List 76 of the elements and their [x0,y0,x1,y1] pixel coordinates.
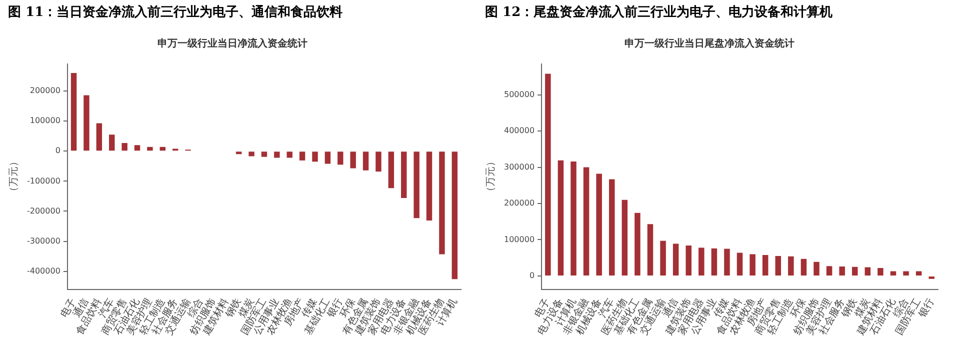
bar [286,152,292,158]
chart-subtitle: 申万一级行业当日尾盘净流入资金统计 [624,38,794,50]
bar [545,74,551,276]
bar [134,145,140,151]
bar [596,174,602,276]
chart-subtitle: 申万一级行业当日净流入资金统计 [158,38,308,50]
bar [672,244,679,276]
bar [622,200,628,276]
bar [439,152,445,254]
bar [570,161,576,276]
bar [864,267,871,276]
y-tick-label: -100000 [26,176,60,186]
bar [750,254,756,276]
y-tick-label: 100000 [504,234,535,244]
bar [122,143,128,151]
y-axis-title: （万元） [8,156,20,197]
bar [248,152,254,156]
y-tick-label: -200000 [26,206,60,216]
y-tick-label: -300000 [26,236,60,246]
bar [401,152,407,198]
bar [686,246,692,276]
bar [96,123,102,151]
bar [826,266,832,276]
bar [852,266,858,276]
y-tick-label: -400000 [26,266,60,276]
bar [388,152,394,188]
y-tick-label: 100000 [30,116,60,126]
bar [634,212,640,276]
bar [274,152,280,158]
y-axis-title: （万元） [486,156,497,197]
bar [800,258,807,276]
bar [928,276,934,279]
bar [916,271,922,276]
bar [647,224,654,276]
bar [609,179,615,276]
bar [452,152,458,280]
bar [890,271,896,276]
y-tick-label: 200000 [504,198,535,208]
bar [814,262,820,276]
y-tick-label: 0 [55,146,60,156]
bar [160,146,166,151]
bar [236,152,242,154]
bar [414,152,420,218]
bar [350,152,356,168]
bar [736,252,743,276]
bar [698,248,704,276]
bar [762,254,768,276]
bar [711,248,718,276]
bar [788,256,794,276]
bar [70,73,77,151]
bar [324,152,331,164]
bar [376,152,382,172]
chart-title: 图 11：当日资金净流入前三行业为电子、通信和食品饮料 [7,4,344,22]
bar [312,152,318,162]
bar [839,266,845,276]
bar [84,95,90,151]
bar [362,152,369,170]
bar [724,248,730,276]
bar [878,268,884,276]
y-tick-label: 0 [529,271,535,280]
y-tick-label: 300000 [504,162,535,172]
bar [338,152,344,165]
bar [583,167,590,276]
y-tick-label: 400000 [504,126,535,136]
bar [261,152,268,157]
bar [775,256,782,276]
bar [558,160,564,276]
bar [109,134,115,151]
bar [299,152,306,160]
bar [147,146,153,151]
chart-title: 图 12：尾盘资金净流入前三行业为电子、电力设备和计算机 [484,4,834,22]
y-tick-label: 200000 [30,86,60,96]
bar [426,152,432,221]
y-tick-label: 500000 [504,90,535,99]
bar [660,240,666,276]
bar [903,271,909,276]
